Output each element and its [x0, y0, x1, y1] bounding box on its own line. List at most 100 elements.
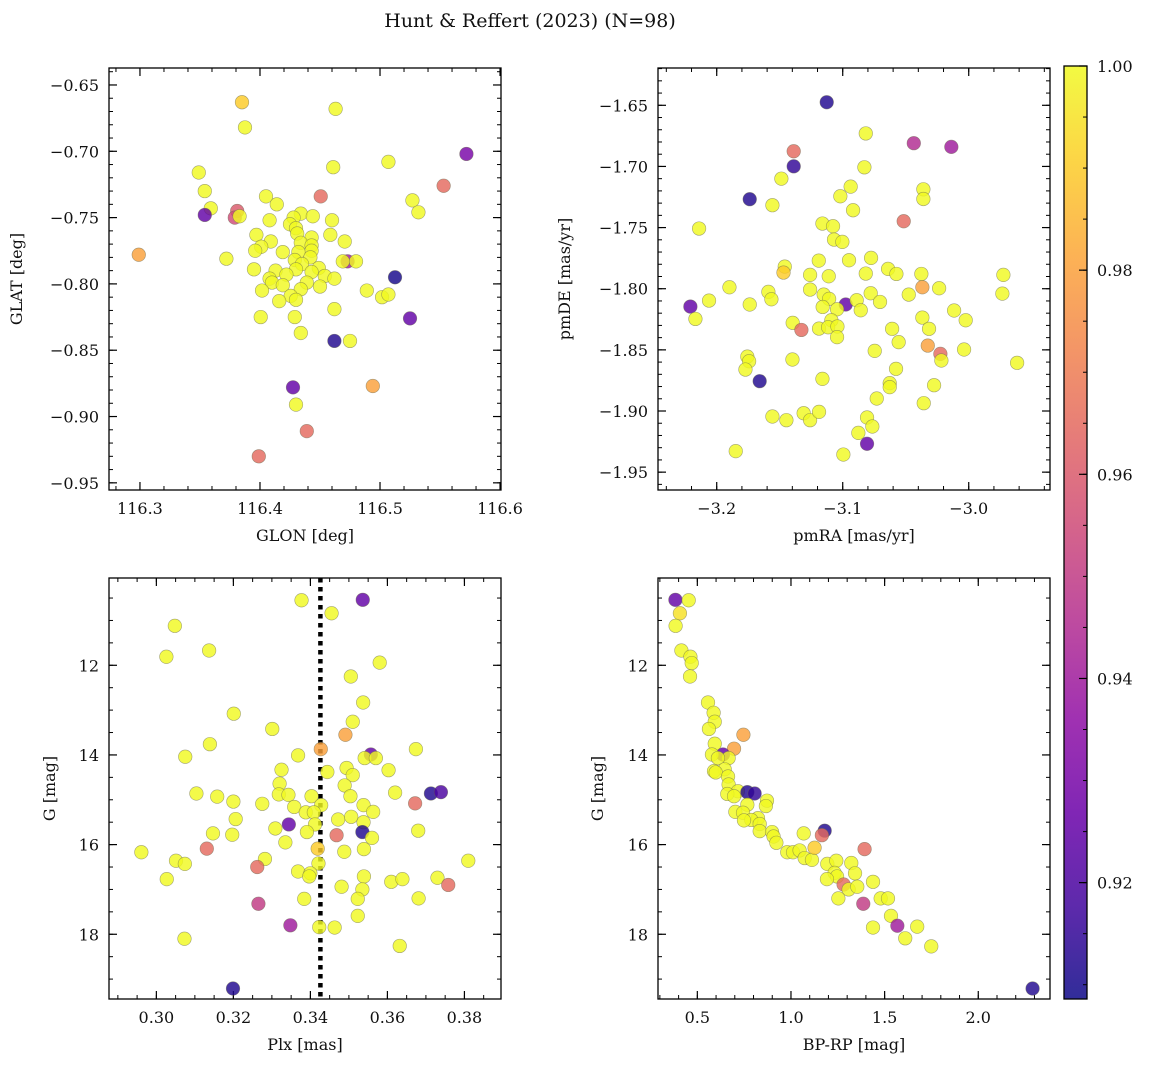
- data-point: [889, 266, 904, 282]
- data-point: [847, 866, 863, 881]
- data-point: [356, 841, 372, 857]
- data-point: [752, 374, 767, 389]
- data-point: [814, 828, 829, 843]
- data-point: [736, 813, 752, 828]
- data-point: [381, 287, 396, 302]
- x-tick-label: 0.30: [139, 1008, 175, 1027]
- data-point: [355, 592, 370, 607]
- data-point: [293, 325, 308, 341]
- data-point: [802, 267, 818, 283]
- data-point: [304, 789, 319, 804]
- data-point: [327, 333, 342, 349]
- data-point: [858, 266, 873, 281]
- x-tick-label: 1.5: [872, 1008, 897, 1027]
- y-tick-label: −1.90: [599, 402, 648, 421]
- x-axis-label: BP-RP [mag]: [803, 1035, 905, 1054]
- data-point: [288, 397, 304, 412]
- data-point: [234, 95, 250, 110]
- y-tick-label: −1.75: [599, 219, 648, 238]
- y-tick-label: −1.70: [599, 157, 648, 176]
- data-point: [283, 918, 298, 933]
- data-point: [863, 286, 878, 301]
- data-point: [395, 872, 410, 887]
- data-point: [225, 827, 240, 842]
- data-point: [869, 391, 884, 406]
- data-point: [177, 856, 192, 871]
- data-point: [344, 809, 359, 824]
- data-point: [668, 618, 683, 633]
- data-point: [865, 920, 881, 935]
- data-point: [275, 278, 290, 293]
- data-point: [285, 380, 301, 395]
- data-point: [210, 789, 225, 804]
- data-point: [882, 380, 897, 395]
- axes-frame: [108, 577, 502, 1000]
- data-point: [901, 287, 916, 302]
- x-axis-label: pmRA [mas/yr]: [793, 526, 915, 545]
- data-point: [290, 748, 306, 763]
- data-point: [863, 250, 879, 266]
- data-point: [366, 804, 381, 819]
- data-point: [802, 413, 818, 428]
- data-point: [408, 796, 423, 811]
- data-point: [287, 309, 302, 325]
- data-point: [836, 447, 851, 462]
- data-point: [326, 160, 341, 175]
- data-point: [441, 877, 456, 893]
- data-point: [324, 606, 339, 621]
- data-point: [888, 361, 904, 376]
- data-point: [402, 311, 418, 326]
- data-point: [251, 449, 266, 464]
- data-point: [254, 283, 270, 298]
- data-point: [914, 266, 929, 282]
- data-point: [430, 870, 445, 885]
- data-point: [226, 794, 241, 809]
- data-point: [726, 789, 742, 804]
- data-point: [857, 160, 872, 175]
- data-point: [742, 297, 757, 312]
- data-point: [178, 749, 193, 764]
- data-point: [865, 419, 880, 434]
- data-point: [683, 299, 698, 314]
- data-point: [356, 695, 371, 710]
- data-point: [205, 826, 221, 841]
- x-axis-label: GLON [deg]: [256, 526, 354, 545]
- y-tick-label: 18: [79, 925, 99, 944]
- data-point: [177, 931, 192, 946]
- data-point: [331, 812, 346, 827]
- y-tick-label: −0.80: [50, 275, 99, 294]
- y-tick-label: −0.90: [50, 408, 99, 427]
- colorbar-tick-label: 1.00: [1097, 57, 1133, 76]
- data-point: [297, 891, 312, 906]
- data-point: [786, 159, 801, 174]
- data-point: [251, 896, 266, 911]
- colorbar-tick-label: 0.98: [1097, 261, 1133, 280]
- data-point: [764, 292, 779, 307]
- data-point: [268, 821, 283, 836]
- data-point: [356, 869, 372, 884]
- data-point: [350, 908, 365, 923]
- data-point: [853, 303, 868, 318]
- data-point: [728, 444, 743, 459]
- y-tick-label: −1.65: [599, 96, 648, 115]
- data-point: [802, 282, 818, 297]
- y-tick-label: 18: [628, 925, 648, 944]
- data-point: [288, 292, 304, 307]
- subplot-plx-g: 0.30 0.32 0.34 0.36 0.38 12 14 16 18 Plx [mas] G […: [40, 577, 502, 1054]
- data-point: [131, 247, 146, 262]
- data-point: [910, 919, 925, 934]
- data-point: [324, 213, 340, 228]
- data-point: [819, 872, 835, 887]
- data-point: [310, 841, 325, 856]
- data-point: [372, 655, 387, 670]
- data-point: [327, 920, 342, 935]
- data-point: [299, 424, 314, 439]
- data-point: [278, 835, 293, 850]
- colorbar-tick-label: 0.96: [1097, 465, 1133, 484]
- y-tick-label: −1.95: [599, 463, 648, 482]
- colorbar-gradient: [1064, 66, 1087, 999]
- data-point: [1010, 355, 1025, 370]
- y-tick-label: −1.80: [599, 280, 648, 299]
- data-point: [747, 786, 762, 801]
- data-point: [334, 879, 349, 894]
